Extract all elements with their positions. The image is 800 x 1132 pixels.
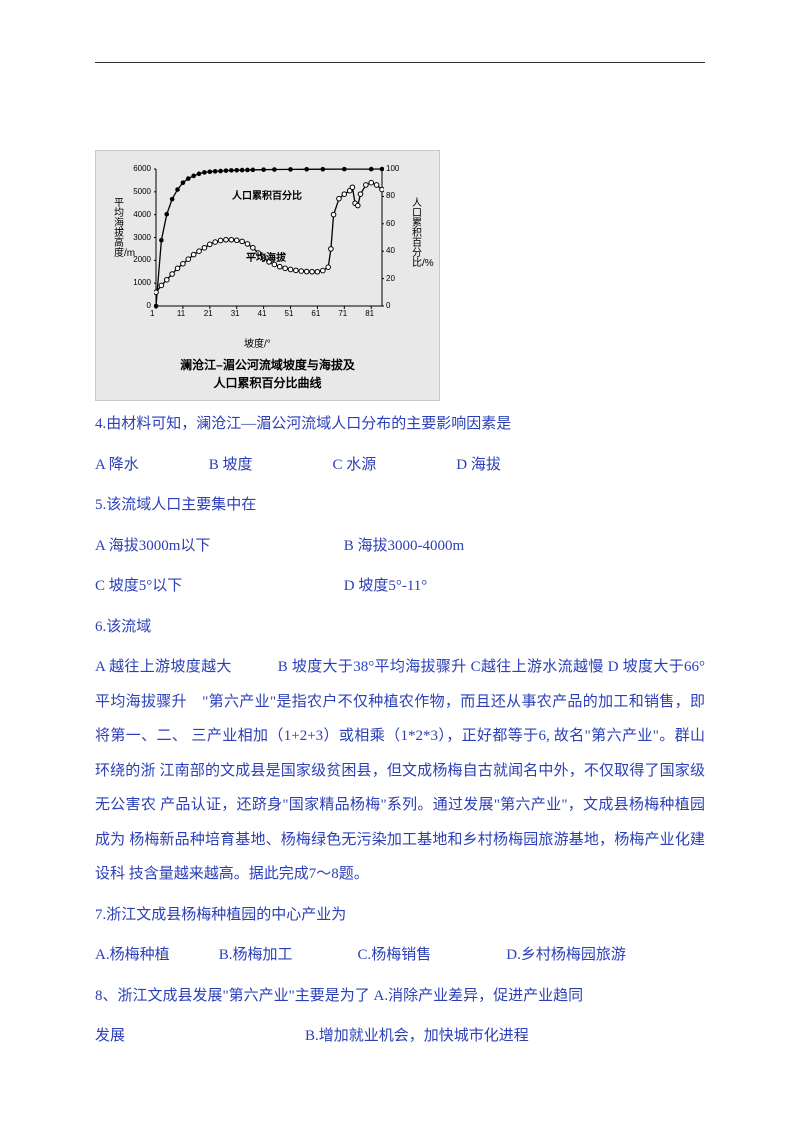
chart-plot-area: 平均海拔高度/m 人口累积百分比/% 坡度/° 人口累积百分比 平均海拔 010… <box>114 165 424 350</box>
q4-options: A 降水 B 坡度 C 水源 D 海拔 <box>95 448 705 483</box>
chart-caption-line2: 人口累积百分比曲线 <box>110 374 425 392</box>
page-top-rule <box>95 62 705 63</box>
q7-opt-d: D.乡村杨梅园旅游 <box>506 938 626 973</box>
q5-stem: 5.该流域人口主要集中在 <box>95 488 705 523</box>
q5-options-row1: A 海拔3000m以下 B 海拔3000-4000m <box>95 529 705 564</box>
q4-stem: 4.由材料可知，澜沧江—湄公河流域人口分布的主要影响因素是 <box>95 407 705 442</box>
q5-opt-a: A 海拔3000m以下 <box>95 529 340 564</box>
q5-opt-c: C 坡度5°以下 <box>95 569 340 604</box>
q8-line1: 8、浙江文成县发展"第六产业"主要是为了 A.消除产业差异，促进产业趋同 <box>95 979 705 1014</box>
q7-stem: 7.浙江文成县杨梅种植园的中心产业为 <box>95 898 705 933</box>
series-label-population: 人口累积百分比 <box>232 187 302 202</box>
q4-opt-b: B 坡度 <box>209 448 329 483</box>
q6-stem: 6.该流域 <box>95 610 705 645</box>
q5-options-row2: C 坡度5°以下 D 坡度5°-11° <box>95 569 705 604</box>
yaxis-right-label: 人口累积百分比/% <box>412 199 424 269</box>
q4-opt-a: A 降水 <box>95 448 205 483</box>
chart-caption-line1: 澜沧江–湄公河流域坡度与海拔及 <box>110 356 425 374</box>
chart-figure: 平均海拔高度/m 人口累积百分比/% 坡度/° 人口累积百分比 平均海拔 010… <box>95 150 440 401</box>
document-page: 平均海拔高度/m 人口累积百分比/% 坡度/° 人口累积百分比 平均海拔 010… <box>0 0 800 1094</box>
q8-line2: 发展 B.增加就业机会，加快城市化进程 <box>95 1019 705 1054</box>
q4-opt-d: D 海拔 <box>456 448 501 483</box>
q7-options: A.杨梅种植 B.杨梅加工 C.杨梅销售 D.乡村杨梅园旅游 <box>95 938 705 973</box>
q7-opt-b: B.杨梅加工 <box>219 938 354 973</box>
q5-opt-b: B 海拔3000-4000m <box>344 529 464 564</box>
q6-options-and-passage: A 越往上游坡度越大 B 坡度大于38°平均海拔骤升 C越往上游水流越慢 D 坡… <box>95 650 705 892</box>
q7-opt-a: A.杨梅种植 <box>95 938 215 973</box>
q5-opt-d: D 坡度5°-11° <box>344 569 428 604</box>
series-label-elevation: 平均海拔 <box>246 249 286 264</box>
plot-region: 人口累积百分比 平均海拔 <box>154 165 384 320</box>
yaxis-left-label: 平均海拔高度/m <box>114 199 126 259</box>
xaxis-label: 坡度/° <box>244 335 271 350</box>
q4-opt-c: C 水源 <box>333 448 453 483</box>
chart-caption: 澜沧江–湄公河流域坡度与海拔及 人口累积百分比曲线 <box>110 356 425 392</box>
q7-opt-c: C.杨梅销售 <box>358 938 503 973</box>
